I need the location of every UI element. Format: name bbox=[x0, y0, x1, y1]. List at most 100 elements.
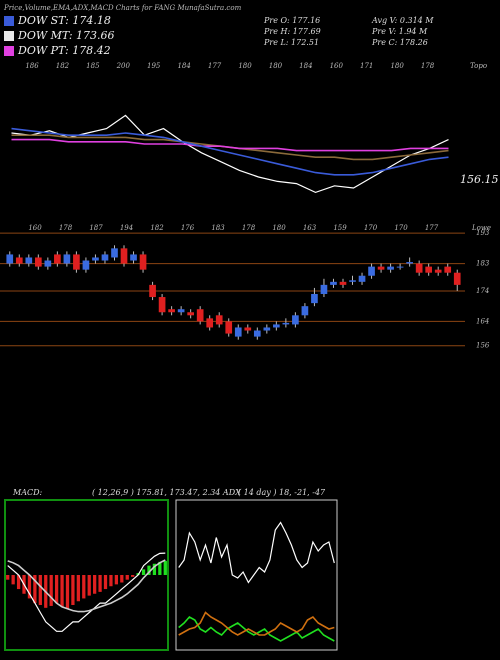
stat: Avg V: 0.314 M bbox=[371, 16, 434, 25]
candle-body bbox=[111, 248, 118, 258]
price-label: 184 bbox=[299, 62, 312, 70]
y-tick-label: 193 bbox=[476, 229, 490, 237]
price-label: 160 bbox=[28, 224, 42, 232]
candle-body bbox=[320, 284, 328, 294]
price-label: 180 bbox=[269, 62, 283, 70]
panel-subtitle: ( 12,26,9 ) 175.81, 173.47, 2.34 ADX bbox=[92, 488, 241, 497]
candle-body bbox=[6, 254, 14, 264]
histogram-bar bbox=[152, 563, 157, 575]
candle-body bbox=[130, 254, 137, 261]
candle-body bbox=[244, 327, 252, 331]
histogram-bar bbox=[71, 575, 75, 605]
histogram-bar bbox=[93, 575, 97, 594]
legend-swatch bbox=[4, 46, 14, 56]
candle-body bbox=[44, 260, 52, 267]
panel-label: Topo bbox=[470, 62, 487, 70]
panel-subtitle: ( 14 day ) 18, -21, -47 bbox=[238, 488, 326, 497]
price-label: 177 bbox=[208, 62, 222, 70]
price-label: 170 bbox=[394, 224, 408, 232]
candle-body bbox=[349, 280, 356, 282]
stat: Pre O: 177.16 bbox=[263, 16, 320, 25]
legend-label: DOW MT: 173.66 bbox=[17, 29, 115, 42]
histogram-bar bbox=[65, 575, 70, 609]
price-label: 185 bbox=[86, 62, 100, 70]
price-label: 176 bbox=[181, 224, 195, 232]
page-title: Price,Volume,EMA,ADX,MACD Charts for FAN… bbox=[3, 4, 242, 12]
candle-body bbox=[215, 315, 223, 325]
candle-body bbox=[25, 257, 33, 264]
price-label: 186 bbox=[25, 62, 39, 70]
histogram-bar bbox=[109, 575, 113, 587]
candle-body bbox=[301, 306, 309, 316]
indicator-line bbox=[7, 559, 166, 613]
candle-body bbox=[330, 281, 337, 285]
candle-body bbox=[415, 263, 423, 273]
histogram-bar bbox=[27, 575, 32, 599]
price-label: 160 bbox=[330, 62, 344, 70]
histogram-bar bbox=[125, 575, 129, 580]
price-annotation: 156.15 bbox=[460, 173, 499, 186]
price-label: 163 bbox=[303, 224, 317, 232]
candle-body bbox=[311, 294, 318, 304]
candle-body bbox=[54, 254, 61, 264]
histogram-bar bbox=[131, 575, 135, 577]
candle-body bbox=[253, 330, 261, 337]
histogram-bar bbox=[38, 575, 42, 605]
indicator-line bbox=[178, 521, 335, 584]
panel-frame bbox=[175, 499, 338, 651]
candle-body bbox=[234, 327, 242, 337]
legend-label: DOW PT: 178.42 bbox=[17, 44, 111, 57]
stat: Pre V: 1.94 M bbox=[371, 27, 428, 36]
candle-body bbox=[196, 309, 204, 322]
indicator-line bbox=[11, 138, 449, 152]
histogram-bar bbox=[141, 569, 146, 575]
candle-body bbox=[120, 248, 128, 264]
histogram-bar bbox=[60, 575, 64, 607]
candle-body bbox=[15, 257, 23, 264]
candle-body bbox=[292, 315, 299, 325]
stat: Pre H: 177.69 bbox=[263, 27, 321, 36]
y-tick-label: 183 bbox=[476, 260, 490, 268]
candle-body bbox=[377, 266, 385, 270]
price-label: 183 bbox=[211, 224, 225, 232]
candle-body bbox=[453, 272, 461, 285]
candle-body bbox=[187, 312, 194, 316]
y-tick-label: 174 bbox=[476, 287, 489, 295]
legend-label: DOW ST: 174.18 bbox=[17, 14, 111, 27]
legend-swatch bbox=[4, 31, 14, 41]
candle-body bbox=[206, 318, 214, 328]
price-label: 180 bbox=[238, 62, 252, 70]
candle-body bbox=[425, 266, 433, 273]
candle-body bbox=[282, 322, 290, 325]
panel-frame bbox=[4, 499, 169, 651]
price-label: 195 bbox=[147, 62, 161, 70]
histogram-bar bbox=[147, 565, 151, 575]
candle-body bbox=[82, 260, 90, 270]
price-label: 177 bbox=[425, 224, 439, 232]
histogram-bar bbox=[103, 575, 108, 590]
histogram-bar bbox=[54, 575, 59, 604]
histogram-bar bbox=[82, 575, 86, 599]
histogram-bar bbox=[120, 575, 124, 583]
indicator-line bbox=[11, 114, 449, 194]
candle-body bbox=[434, 269, 442, 273]
candle-body bbox=[339, 281, 347, 285]
legend-swatch bbox=[4, 16, 14, 26]
histogram-bar bbox=[87, 575, 91, 596]
histogram-bar bbox=[6, 575, 10, 580]
price-label: 180 bbox=[272, 224, 286, 232]
price-label: 178 bbox=[59, 224, 73, 232]
candle-body bbox=[444, 266, 452, 273]
histogram-bar bbox=[76, 575, 80, 602]
histogram-bar bbox=[163, 560, 167, 575]
candle-body bbox=[73, 254, 80, 270]
price-label: 182 bbox=[56, 62, 70, 70]
y-tick-label: 156 bbox=[476, 342, 490, 350]
candle-body bbox=[168, 309, 175, 313]
candle-body bbox=[263, 327, 271, 331]
price-label: 178 bbox=[242, 224, 256, 232]
candle-body bbox=[139, 254, 147, 270]
candle-body bbox=[63, 254, 71, 264]
histogram-bar bbox=[114, 575, 119, 585]
